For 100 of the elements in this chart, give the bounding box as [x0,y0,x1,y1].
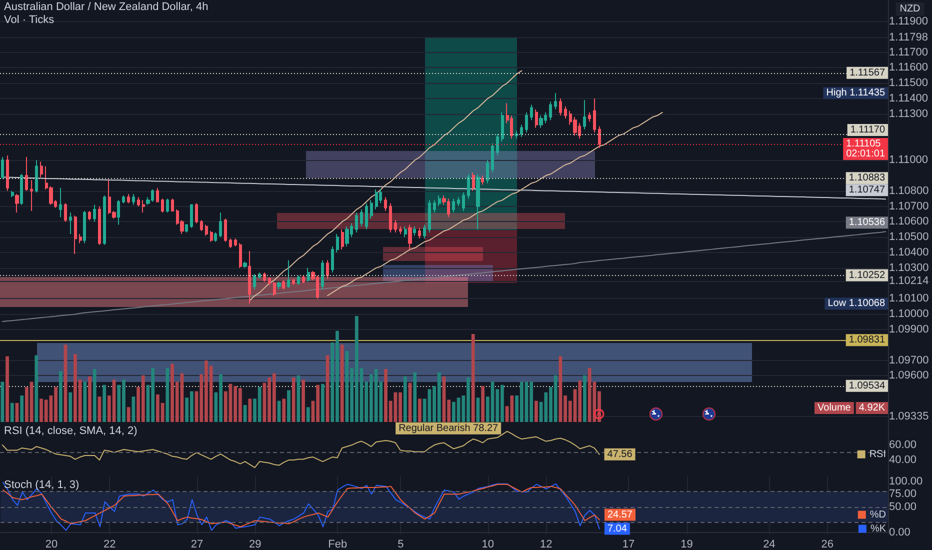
bar [248,398,252,422]
y-tick-label: 1.11300 [889,108,928,120]
candlestick [292,278,295,286]
candlestick [486,160,489,184]
y-tick-label: 1.11900 [889,16,928,28]
candlestick [341,228,344,250]
candlestick [559,98,562,116]
candlestick [93,204,96,222]
candlestick [413,226,416,236]
y-tick-label: 1.10300 [889,262,929,274]
bar [534,400,538,422]
candlestick [375,188,378,210]
candlestick [307,267,310,282]
chart-title: Stoch (14, 1, 3) [4,479,80,491]
candlestick [302,275,305,284]
candlestick [496,133,499,156]
candlestick [452,198,455,213]
line-series [249,70,522,301]
data-label: 24.57 [607,509,633,520]
candlestick [224,218,227,242]
candlestick [142,200,145,213]
candlestick [408,224,412,250]
y-tick-label: 1.09900 [889,324,929,336]
candlestick [277,281,281,290]
data-label: 1.10747 [848,184,886,196]
y-tick-label: 50.00 [889,500,917,513]
candlestick [404,226,407,238]
candlestick [423,224,426,240]
ref-line-label: 1.10883 [848,172,886,184]
candlestick [200,220,203,232]
y-tick-label: 100.00 [889,475,923,488]
bar [292,377,296,422]
candlestick [69,212,72,235]
candlestick [156,187,159,202]
candlestick [59,187,62,218]
candlestick [166,198,169,213]
candlestick [74,215,77,255]
candlestick [83,210,86,244]
candlestick [103,195,106,246]
bar [10,402,14,422]
bar [0,382,4,422]
bar [282,398,286,422]
bar [92,369,96,422]
candlestick [472,172,475,192]
legend-label: %D [870,509,886,520]
bar [102,384,106,422]
candlestick [530,104,533,121]
y-tick-label: 1.11000 [889,154,928,166]
x-tick-label: 5 [398,538,404,550]
candlestick [428,200,431,233]
ref-line-label: 1.09534 [848,380,886,392]
candlestick [467,173,470,200]
y-tick-label: 1.11500 [889,77,928,90]
candlestick [88,210,91,221]
candlestick [122,195,125,204]
x-tick-label: 26 [821,538,834,550]
candlestick [345,226,349,247]
candlestick [282,280,285,290]
x-tick-label: 19 [680,538,693,550]
candlestick [418,227,421,240]
candlestick [248,250,251,304]
ref-line-label: 1.11105 02:01:01 [846,138,886,160]
bar [413,372,417,422]
y-tick-label: 60.00 [889,439,917,452]
candlestick [219,212,222,238]
candlestick [127,194,130,204]
data-label: 47.56 [607,448,633,460]
x-tick-label: 22 [104,538,116,550]
annotation: Volume [818,402,852,414]
candlestick [365,202,368,230]
x-tick-label: 27 [190,538,204,550]
candlestick [40,161,43,178]
bar [6,356,9,422]
text: High 1.11435 [826,88,885,99]
candlestick [384,196,387,212]
x-tick-label: 29 [249,538,262,550]
candlestick [297,275,300,286]
x-tick-label: Feb [328,538,348,550]
line-series [2,231,886,322]
ref-line-label: 1.11170 [850,124,886,136]
candlestick [185,224,188,233]
candlestick [598,126,601,148]
candlestick [1,156,4,180]
candlestick [554,92,557,110]
candlestick [210,230,213,242]
annotation: 4.92K [858,402,886,414]
y-tick-label: 1.10000 [889,308,929,320]
candlestick [98,206,101,246]
y-tick-label: 1.10700 [889,200,929,212]
candlestick [20,173,23,206]
candlestick [355,212,358,233]
text: Low 1.10068 [828,298,886,310]
y-tick-label: 1.09700 [889,354,929,366]
y-tick-label: 1.11798 [889,31,928,44]
candlestick [234,238,237,247]
bar [471,334,475,422]
candlestick [360,208,363,227]
candlestick [593,98,596,133]
candlestick [263,272,266,282]
y-tick-label: 40.00 [889,454,917,466]
